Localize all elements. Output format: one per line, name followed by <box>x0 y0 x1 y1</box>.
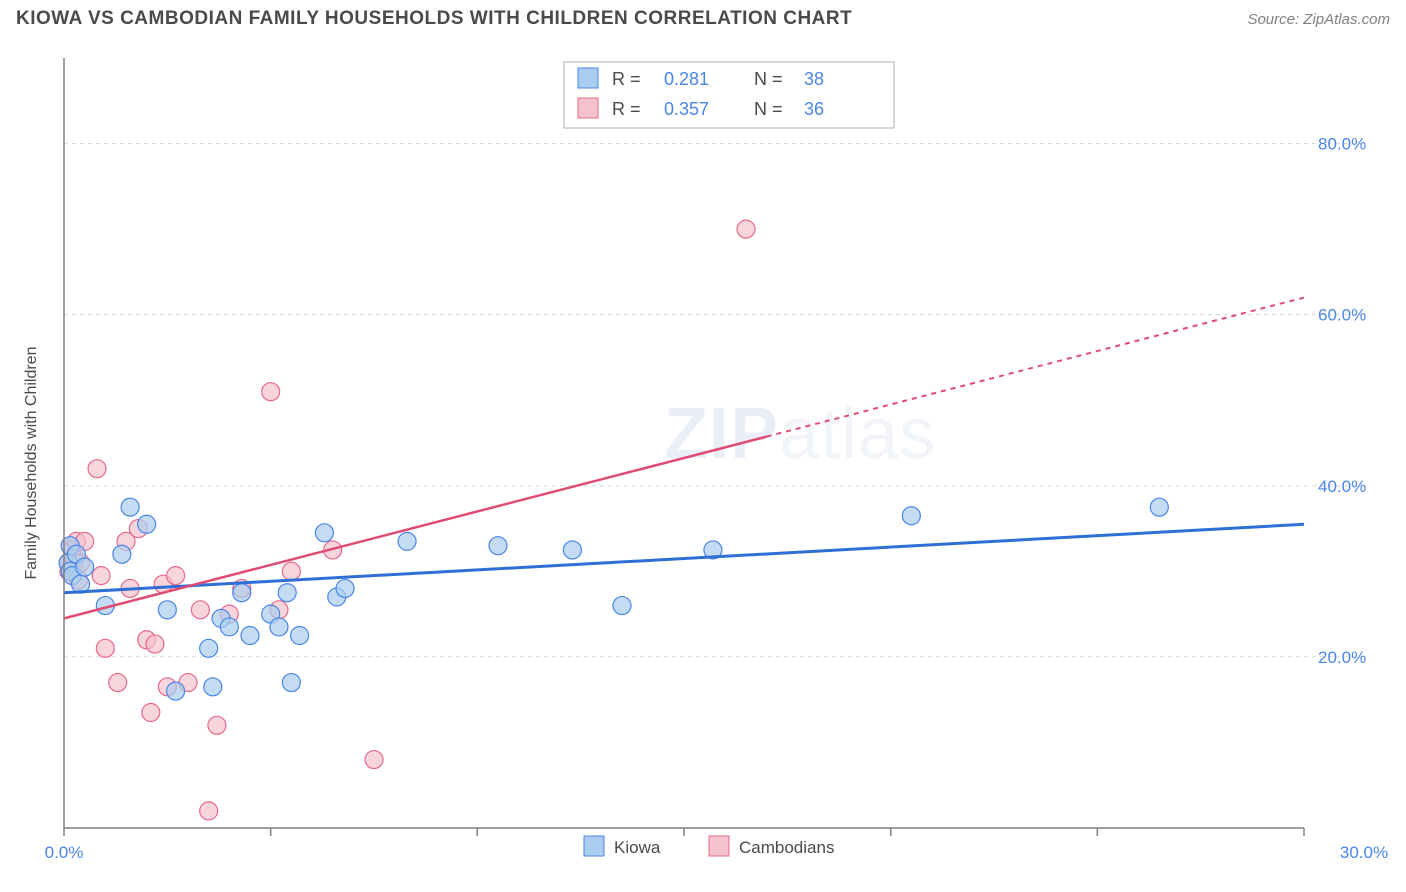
n-label: N = <box>754 69 783 89</box>
x-tick-label: 30.0% <box>1340 843 1388 862</box>
legend-swatch <box>578 98 598 118</box>
data-point-kiowa <box>315 524 333 542</box>
y-axis-title: Family Households with Children <box>23 347 40 580</box>
data-point-kiowa <box>204 678 222 696</box>
chart-title: KIOWA VS CAMBODIAN FAMILY HOUSEHOLDS WIT… <box>16 8 852 30</box>
data-point-cambodians <box>208 716 226 734</box>
n-value: 36 <box>804 99 824 119</box>
n-label: N = <box>754 99 783 119</box>
legend-label: Cambodians <box>739 838 834 857</box>
data-point-kiowa <box>291 627 309 645</box>
chart-area: 20.0% 40.0% 60.0% 80.0% ZIPatlas 0.0% 30.0% Fam… <box>16 40 1390 876</box>
trend-line-cambodians <box>64 437 767 619</box>
data-point-kiowa <box>138 515 156 533</box>
watermark: ZIPatlas <box>664 394 936 474</box>
data-point-kiowa <box>113 545 131 563</box>
data-point-kiowa <box>278 584 296 602</box>
data-point-kiowa <box>398 532 416 550</box>
trend-line-kiowa <box>64 524 1304 592</box>
data-point-cambodians <box>167 567 185 585</box>
legend-swatch <box>578 68 598 88</box>
legend-label: Kiowa <box>614 838 661 857</box>
data-point-cambodians <box>262 383 280 401</box>
x-tick-label: 0.0% <box>45 843 84 862</box>
source-attribution: Source: ZipAtlas.com <box>1247 11 1390 28</box>
data-point-kiowa <box>158 601 176 619</box>
y-tick-label: 80.0% <box>1318 135 1366 154</box>
data-point-kiowa <box>282 674 300 692</box>
data-point-cambodians <box>282 562 300 580</box>
y-tick-label: 20.0% <box>1318 648 1366 667</box>
data-point-cambodians <box>737 220 755 238</box>
y-tick-label: 40.0% <box>1318 477 1366 496</box>
data-point-cambodians <box>88 460 106 478</box>
data-point-cambodians <box>96 639 114 657</box>
data-point-kiowa <box>336 579 354 597</box>
data-point-cambodians <box>200 802 218 820</box>
r-value: 0.357 <box>664 99 709 119</box>
y-tick-label: 60.0% <box>1318 306 1366 325</box>
data-point-kiowa <box>233 584 251 602</box>
scatter-chart: 20.0% 40.0% 60.0% 80.0% ZIPatlas 0.0% 30.0% Fam… <box>16 40 1390 876</box>
data-point-kiowa <box>902 507 920 525</box>
data-point-kiowa <box>270 618 288 636</box>
trend-line-dashed-cambodians <box>767 298 1304 437</box>
data-point-kiowa <box>489 537 507 555</box>
data-point-cambodians <box>142 704 160 722</box>
data-point-cambodians <box>92 567 110 585</box>
data-point-cambodians <box>365 751 383 769</box>
data-point-kiowa <box>121 498 139 516</box>
data-point-kiowa <box>200 639 218 657</box>
data-point-kiowa <box>76 558 94 576</box>
legend-swatch-bottom <box>584 836 604 856</box>
data-point-kiowa <box>563 541 581 559</box>
data-point-kiowa <box>241 627 259 645</box>
data-point-kiowa <box>613 597 631 615</box>
data-point-kiowa <box>167 682 185 700</box>
data-point-cambodians <box>109 674 127 692</box>
n-value: 38 <box>804 69 824 89</box>
r-label: R = <box>612 69 641 89</box>
legend-swatch-bottom <box>709 836 729 856</box>
data-point-cambodians <box>146 635 164 653</box>
data-point-kiowa <box>220 618 238 636</box>
r-label: R = <box>612 99 641 119</box>
data-point-kiowa <box>1150 498 1168 516</box>
data-point-cambodians <box>191 601 209 619</box>
r-value: 0.281 <box>664 69 709 89</box>
